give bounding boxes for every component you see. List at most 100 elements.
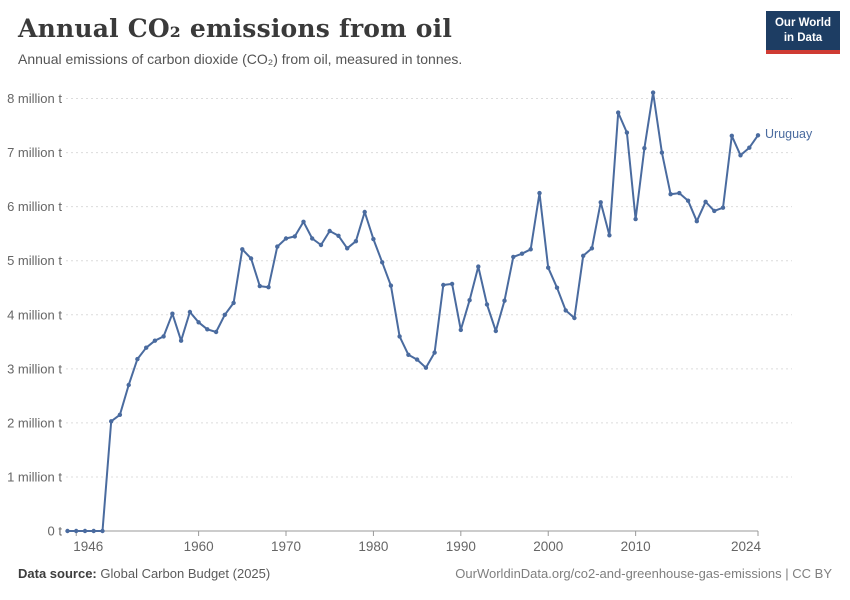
- data-point: [126, 382, 131, 388]
- data-point: [310, 236, 315, 241]
- data-point: [406, 352, 411, 357]
- data-point: [747, 145, 752, 150]
- data-point: [301, 219, 306, 224]
- data-point: [511, 254, 516, 260]
- x-tick-label: 2000: [533, 539, 563, 554]
- data-point: [248, 256, 254, 261]
- data-point: [345, 246, 350, 251]
- data-point: [703, 199, 708, 204]
- series-entity-label: Uruguay: [765, 127, 813, 142]
- y-tick-label: 0 t: [48, 524, 63, 539]
- y-tick-label: 1 million t: [7, 469, 62, 484]
- data-point: [327, 228, 332, 234]
- data-point: [476, 264, 481, 269]
- data-point: [161, 334, 166, 339]
- data-point: [353, 239, 359, 244]
- data-point: [519, 251, 525, 256]
- data-source: Data source: Global Carbon Budget (2025): [18, 566, 270, 581]
- data-point: [528, 247, 533, 252]
- data-point: [729, 133, 734, 138]
- data-point: [650, 90, 656, 95]
- data-point: [178, 338, 184, 343]
- data-point: [336, 233, 341, 238]
- data-point: [135, 356, 140, 362]
- chart-footer: Data source: Global Carbon Budget (2025)…: [18, 566, 832, 581]
- data-point: [502, 298, 507, 303]
- data-point: [91, 528, 96, 534]
- x-tick-label: 2010: [621, 539, 651, 554]
- data-point: [170, 311, 175, 316]
- data-point: [65, 528, 70, 534]
- data-point: [441, 282, 446, 288]
- owid-logo-line1: Our World: [774, 17, 831, 29]
- data-point: [397, 334, 402, 339]
- data-point: [362, 209, 367, 215]
- data-point: [144, 345, 149, 350]
- data-point: [231, 300, 236, 306]
- data-point: [196, 320, 201, 325]
- y-tick-label: 2 million t: [7, 415, 62, 430]
- x-tick-label: 1990: [446, 539, 476, 554]
- data-point: [266, 285, 271, 290]
- data-point: [74, 528, 79, 534]
- data-point: [117, 412, 123, 417]
- data-point: [720, 205, 726, 210]
- data-line-uruguay: [66, 91, 759, 532]
- data-point: [275, 244, 280, 249]
- x-tick-label: 1960: [184, 539, 214, 554]
- chart-header: Annual CO₂ emissions from oil Annual emi…: [18, 14, 758, 67]
- y-tick-label: 6 million t: [7, 199, 62, 214]
- data-point: [187, 309, 193, 315]
- data-point: [685, 198, 691, 203]
- data-point: [633, 216, 638, 222]
- data-point: [712, 208, 717, 214]
- license-link[interactable]: OurWorldinData.org/co2-and-greenhouse-ga…: [455, 566, 832, 581]
- data-point: [423, 365, 429, 370]
- data-point: [738, 153, 743, 158]
- chart-subtitle: Annual emissions of carbon dioxide (CO₂)…: [18, 51, 463, 67]
- data-point: [82, 528, 88, 534]
- data-point: [607, 233, 612, 238]
- data-point: [581, 253, 586, 258]
- data-point: [467, 298, 472, 303]
- data-point: [624, 130, 630, 135]
- data-source-value: Global Carbon Budget (2025): [100, 566, 271, 581]
- x-tick-label: 1946: [73, 539, 103, 554]
- data-point: [458, 327, 463, 333]
- data-point: [292, 234, 297, 239]
- data-point: [240, 247, 245, 252]
- data-point: [668, 192, 673, 197]
- data-point: [257, 283, 262, 289]
- data-point: [677, 190, 682, 196]
- data-point: [222, 312, 227, 317]
- data-point: [572, 315, 577, 321]
- data-point: [493, 328, 498, 334]
- x-tick-label: 2024: [731, 539, 762, 554]
- data-point: [152, 338, 158, 343]
- y-tick-label: 8 million t: [7, 91, 62, 106]
- data-point: [213, 329, 219, 335]
- data-point: [537, 190, 542, 196]
- data-point: [388, 283, 394, 288]
- data-point: [100, 528, 105, 534]
- data-point: [109, 419, 114, 424]
- data-point: [484, 302, 490, 307]
- owid-logo: Our World in Data: [766, 11, 840, 54]
- data-point: [546, 265, 551, 270]
- data-source-label: Data source:: [18, 566, 97, 581]
- y-tick-label: 5 million t: [7, 253, 62, 268]
- data-point: [589, 246, 595, 251]
- data-point: [659, 150, 665, 155]
- data-point: [432, 350, 437, 355]
- y-tick-label: 3 million t: [7, 361, 62, 376]
- data-point: [449, 281, 455, 287]
- x-tick-label: 1980: [358, 539, 388, 554]
- data-point: [380, 260, 385, 265]
- x-tick-label: 1970: [271, 539, 301, 554]
- data-point: [205, 327, 210, 332]
- y-tick-label: 4 million t: [7, 307, 62, 322]
- data-point: [755, 133, 761, 138]
- data-point: [283, 236, 289, 241]
